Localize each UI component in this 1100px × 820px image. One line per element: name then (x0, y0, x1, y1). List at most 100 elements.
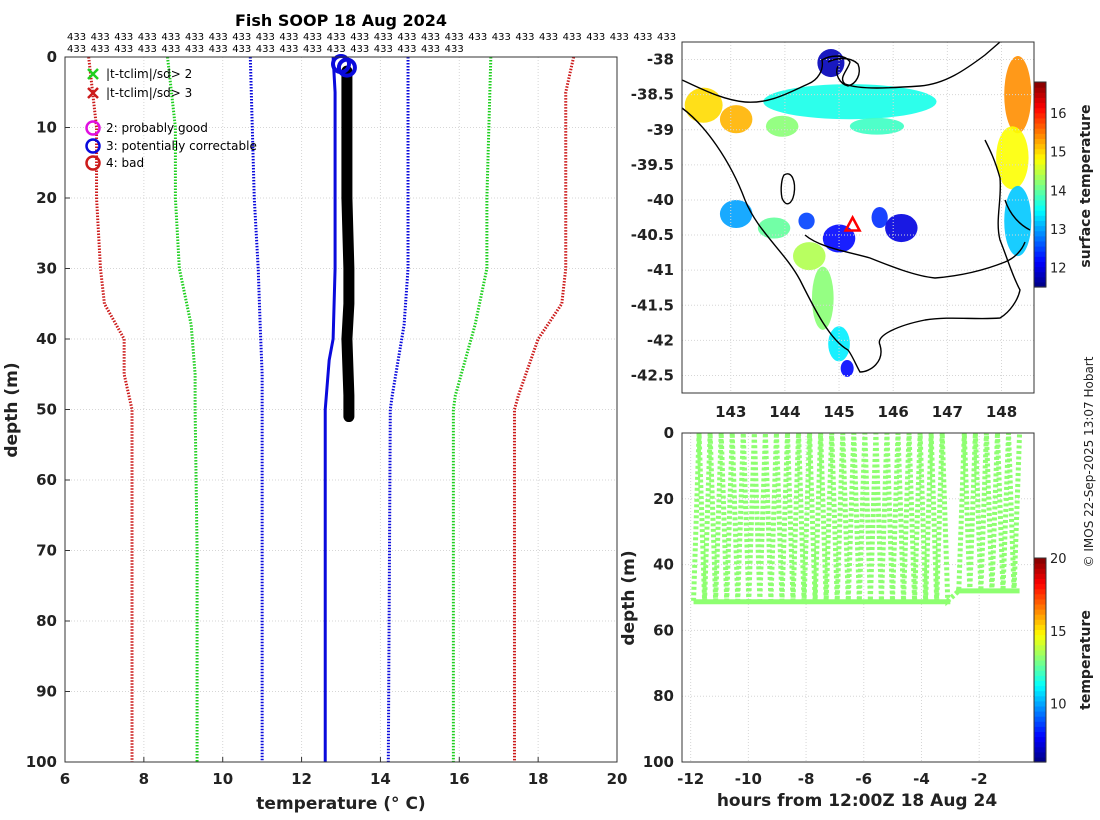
profile-x-tick-label: 20 (607, 770, 628, 788)
legend-circle-marker (85, 120, 101, 136)
sst-colorbar-segment (1034, 117, 1046, 124)
coastline-east (1004, 199, 1031, 231)
sst-colorbar-segment (1034, 133, 1046, 139)
sst-colorbar-segment (1034, 92, 1046, 98)
profile-count-label: 433 (327, 32, 346, 43)
temperature-colorbar-segment (1034, 614, 1046, 620)
sst-colorbar-tick-label: 14 (1050, 184, 1067, 199)
sst-colorbar-label: surface temperature (1078, 104, 1094, 267)
profile-series-mean-climatology (323, 56, 337, 762)
profile-series-clim-2sd (451, 56, 493, 762)
coastline-king-island (780, 173, 796, 205)
sst-colorbar-segment (1034, 148, 1046, 155)
track-x-ticks: -12 -10 -8 -6 -4 -2 (677, 770, 987, 788)
sst-colorbar-segment (1034, 240, 1046, 247)
sst-colorbar-segment (1034, 220, 1046, 227)
temperature-colorbar-segment (1034, 751, 1046, 758)
track-profile-path (691, 432, 1023, 607)
profile-series-clim-1sd (248, 56, 264, 762)
profile-count-label: 433 (633, 32, 652, 43)
sst-colorbar-segment (1034, 82, 1046, 88)
track-x-tick-label: -4 (913, 770, 930, 788)
map-x-tick-label: 147 (932, 403, 963, 421)
temperature-colorbar-segment (1034, 695, 1046, 702)
profile-count-label: 433 (303, 32, 322, 43)
station-marker-triangle (843, 214, 862, 232)
map-y-tick-label: -40.5 (631, 226, 674, 244)
legend-label: |t-tclim|/sd> 3 (106, 86, 192, 100)
temperature-colorbar-segment (1034, 716, 1046, 722)
sst-colorbar-segment (1034, 123, 1046, 129)
profile-y-tick-label: 40 (36, 330, 57, 348)
profile-y-label: depth (m) (2, 362, 22, 457)
coastline-victoria (681, 41, 1001, 103)
sst-patch (840, 360, 854, 377)
profile-count-label: 433 (515, 32, 534, 43)
sst-colorbar: 12 13 14 15 16 (1033, 81, 1067, 288)
track-x-tick-label: -10 (735, 770, 762, 788)
sst-patch (798, 212, 815, 230)
sst-colorbar-segment (1034, 169, 1046, 175)
profile-count-label: 433 (67, 32, 86, 43)
temperature-colorbar-segment (1034, 736, 1046, 743)
profile-count-label: 433 (138, 32, 157, 43)
temperature-colorbar-segment (1034, 654, 1046, 661)
temperature-colorbar-segment (1034, 675, 1046, 681)
profile-count-label: 433 (327, 44, 346, 55)
temperature-colorbar-segment (1034, 578, 1046, 585)
sst-colorbar-segment (1034, 261, 1046, 268)
profile-count-label: 433 (468, 32, 487, 43)
profile-series-clim-3sd (512, 56, 576, 762)
profile-count-label: 433 (279, 32, 298, 43)
sst-colorbar-segment (1034, 112, 1046, 119)
sst-colorbar-segment (1034, 164, 1046, 170)
sst-colorbar-frame (1033, 81, 1047, 288)
sst-colorbar-tick-label: 15 (1050, 146, 1067, 161)
sst-colorbar-segment (1034, 158, 1046, 165)
track-x-tick-label: -2 (971, 770, 988, 788)
coastline-tasmania-north (804, 234, 1026, 279)
track-x-tick-label: -12 (677, 770, 704, 788)
track-y-ticks: 0 20 40 60 80 100 (643, 424, 674, 771)
profile-count-label: 433 (397, 44, 416, 55)
profile-count-label: 433 (563, 32, 582, 43)
profile-count-label: 433 (67, 44, 86, 55)
temperature-colorbar-segment (1034, 588, 1046, 595)
sst-colorbar-segment (1034, 102, 1046, 109)
sst-colorbar-segment (1034, 230, 1046, 237)
profile-y-tick-label: 0 (47, 48, 57, 66)
track-x-tick-label: -6 (855, 770, 872, 788)
map-x-tick-label: 145 (823, 403, 854, 421)
profile-title: Fish SOOP 18 Aug 2024 (235, 11, 447, 30)
profile-count-label: 433 (256, 32, 275, 43)
legend-label: 3: potentially correctable (106, 139, 257, 153)
profile-count-label: 433 (492, 32, 511, 43)
profile-count-label: 433 (421, 32, 440, 43)
temperature-colorbar-segment (1034, 568, 1046, 574)
sst-colorbar-segment (1034, 210, 1046, 216)
sst-colorbar-segment (1034, 256, 1046, 262)
profile-y-tick-label: 90 (36, 683, 57, 701)
track-y-tick-label: 40 (653, 556, 674, 574)
sst-colorbar-segment (1034, 143, 1046, 150)
map-y-tick-label: -42 (647, 331, 674, 349)
temperature-colorbar-tick-label: 10 (1050, 698, 1067, 713)
legend-x-marker (87, 87, 99, 99)
temperature-colorbar-segment (1034, 665, 1046, 671)
temperature-colorbar-segment (1034, 639, 1046, 646)
sst-patch (811, 266, 834, 330)
profile-count-label: 433 (279, 44, 298, 55)
profile-series-clim-3sd (87, 56, 134, 762)
temperature-colorbar-segment (1034, 756, 1046, 763)
temperature-colorbar-tick-label: 20 (1050, 552, 1067, 567)
sst-patch (1004, 56, 1032, 134)
legend-label: 4: bad (106, 156, 144, 170)
map-y-tick-label: -39 (647, 121, 674, 139)
profile-grid (64, 56, 618, 763)
profile-count-label: 433 (161, 32, 180, 43)
sst-colorbar-segment (1034, 189, 1046, 196)
sst-colorbar-segment (1034, 235, 1046, 242)
profile-x-tick-label: 8 (139, 770, 149, 788)
map-y-tick-label: -38 (647, 51, 674, 69)
